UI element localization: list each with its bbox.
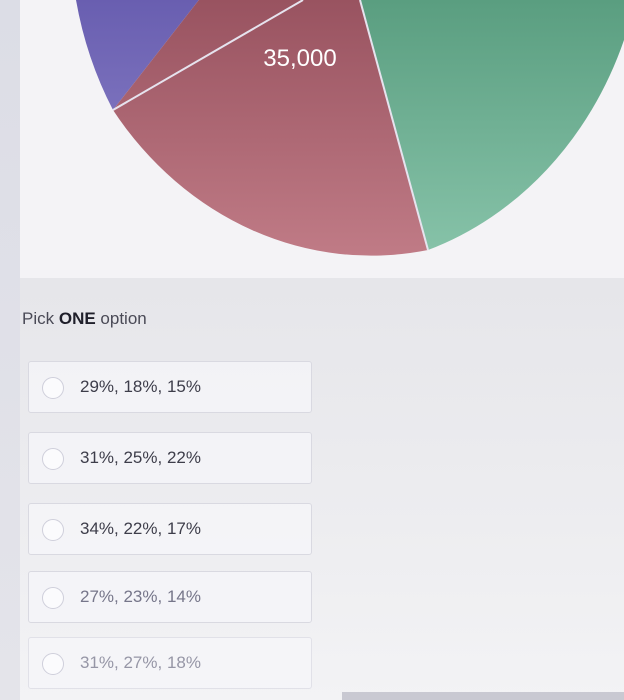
radio-button[interactable] <box>42 448 64 470</box>
prompt-prefix: Pick <box>22 309 59 328</box>
answer-option-1[interactable]: 29%, 18%, 15% <box>28 361 312 413</box>
pie-chart-panel: 35,000 <box>20 0 624 278</box>
pie-slice-green <box>360 0 624 250</box>
answer-option-2[interactable]: 31%, 25%, 22% <box>28 432 312 484</box>
pie-slice-value-label: 35,000 <box>263 45 336 72</box>
pie-slice-purple <box>76 0 303 110</box>
option-label: 31%, 27%, 18% <box>80 653 201 672</box>
answer-option-3[interactable]: 34%, 22%, 17% <box>28 503 312 555</box>
radio-button[interactable] <box>42 587 64 609</box>
question-prompt: Pick ONE option <box>22 309 147 329</box>
radio-button[interactable] <box>42 653 64 675</box>
radio-button[interactable] <box>42 519 64 541</box>
answer-option-5[interactable]: 31%, 27%, 18% <box>28 637 312 689</box>
left-margin <box>0 0 20 700</box>
option-label: 34%, 22%, 17% <box>80 519 201 538</box>
pie-chart: 35,000 <box>76 0 624 256</box>
radio-button[interactable] <box>42 377 64 399</box>
answer-option-4[interactable]: 27%, 23%, 14% <box>28 571 312 623</box>
option-label: 27%, 23%, 14% <box>80 587 201 606</box>
bottom-edge-bar <box>342 692 624 700</box>
option-label: 29%, 18%, 15% <box>80 377 201 396</box>
prompt-suffix: option <box>95 309 147 328</box>
prompt-emphasis: ONE <box>58 309 96 328</box>
option-label: 31%, 25%, 22% <box>80 448 201 467</box>
